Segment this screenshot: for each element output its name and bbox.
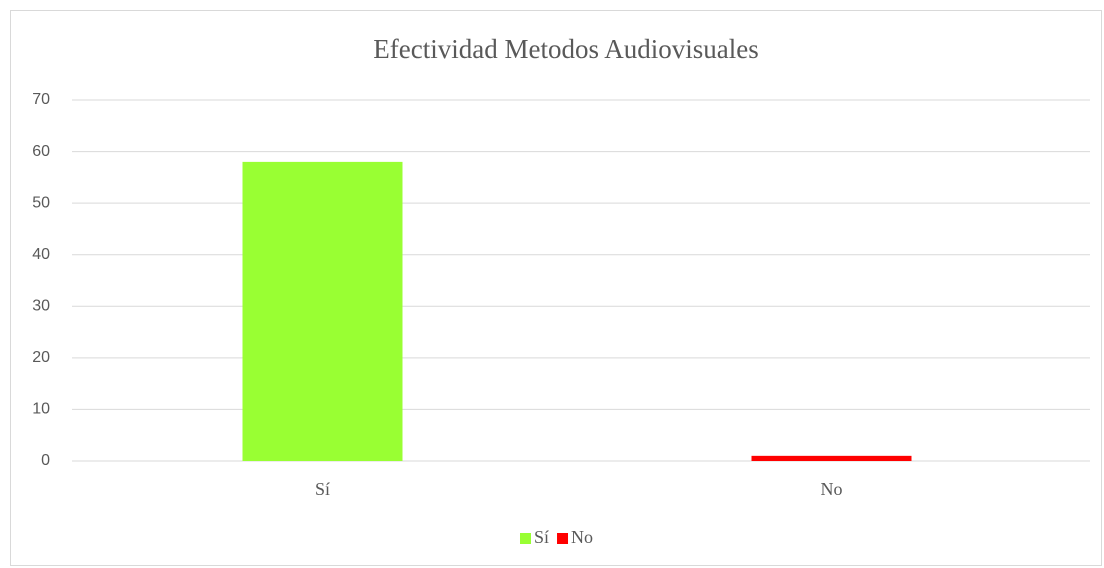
y-tick-label: 60 bbox=[32, 143, 50, 160]
y-tick-label: 50 bbox=[32, 194, 50, 211]
x-tick-label: Sí bbox=[315, 479, 330, 499]
x-tick-label: No bbox=[821, 479, 843, 499]
legend-label: Sí bbox=[534, 527, 549, 547]
bar bbox=[242, 161, 403, 461]
chart-border bbox=[10, 10, 1102, 566]
legend-swatch bbox=[520, 533, 531, 544]
y-tick-label: 0 bbox=[41, 452, 50, 469]
y-tick-label: 70 bbox=[32, 91, 50, 108]
y-tick-label: 20 bbox=[32, 349, 50, 366]
bar bbox=[751, 455, 912, 461]
y-tick-label: 30 bbox=[32, 298, 50, 315]
y-tick-label: 40 bbox=[32, 246, 50, 263]
legend-label: No bbox=[571, 527, 593, 547]
y-tick-label: 10 bbox=[32, 401, 50, 418]
chart-title: Efectividad Metodos Audiovisuales bbox=[373, 34, 758, 64]
legend-swatch bbox=[557, 533, 569, 544]
